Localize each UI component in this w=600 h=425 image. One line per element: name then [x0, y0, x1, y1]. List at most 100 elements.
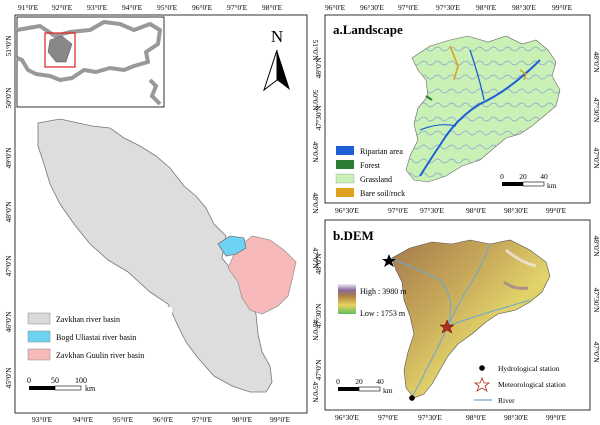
tick-label: 98°0'E [476, 3, 497, 12]
scale-tick: 40 [540, 172, 548, 181]
tick-label: 46°0'N [4, 311, 13, 333]
tick-label: 96°30'E [335, 413, 359, 422]
tick-label: 96°0'E [325, 3, 346, 12]
legend-swatch-grassland [335, 173, 355, 184]
tick-label: 99°0'E [546, 206, 567, 215]
scale-seg-light [54, 385, 82, 391]
tick-label: 51°0'N [4, 35, 13, 57]
meteo-station-star [382, 254, 396, 267]
legend-river-label: River [498, 396, 515, 405]
landscape-rivers-texture [406, 36, 560, 182]
panel-a-top-ticks: 96°0'E 96°30'E 97°0'E 97°30'E 98°0'E 98°… [325, 3, 573, 12]
tick-label: 47°30'N [314, 303, 323, 328]
tick-label: 99°0'E [552, 3, 573, 12]
tick-label: 48°0'N [311, 192, 320, 214]
elevation-ramp [338, 284, 356, 314]
riparian-branch [419, 124, 457, 131]
tick-label: 47°30'N [592, 288, 600, 313]
tick-label: 46°0'N [311, 319, 320, 341]
tick-label: 49°0'N [4, 147, 13, 169]
legend-swatch-bogd [27, 330, 51, 343]
panel-b-title: b.DEM [333, 228, 374, 243]
tick-label: 94°0'E [73, 415, 94, 424]
scale-unit: km [85, 384, 96, 393]
scale-tick: 0 [27, 376, 31, 385]
tick-label: 49°0'N [311, 141, 320, 163]
dem-elevation-legend: High : 3980 m Low : 1753 m [338, 284, 407, 318]
study-area-inset [47, 35, 73, 63]
scale-tick: 0 [336, 377, 340, 386]
left-scale-bar: 0 50 100 km [27, 376, 96, 393]
river-line [447, 243, 491, 327]
panel-a: 96°0'E 96°30'E 97°0'E 97°30'E 98°0'E 98°… [314, 3, 600, 215]
tick-label: 96°0'E [153, 415, 174, 424]
tick-label: 45°0'N [311, 381, 320, 403]
legend-meteo-star [473, 376, 491, 392]
tick-label: 95°0'E [157, 3, 178, 12]
tick-label: 50°0'N [4, 87, 13, 109]
hydro-station-dot [409, 395, 415, 401]
tick-label: 95°0'E [113, 415, 134, 424]
legend-hydro-label: Hydrological station [498, 364, 560, 373]
meteo-station-star [439, 319, 455, 334]
tick-label: 97°30'E [420, 206, 444, 215]
tick-label: 45°0'N [4, 367, 13, 389]
legend-label-zavkhan: Zavkhan river basin [56, 315, 120, 324]
legend-label-grassland: Grassland [360, 175, 392, 184]
legend-label-riparian: Riparian area [360, 147, 403, 156]
panel-a-right-ticks: 48°0'N 47°30'N 47°0'N [592, 51, 600, 169]
panel-a-scale: 0 20 40 km [500, 172, 557, 190]
scale-tick: 40 [376, 377, 384, 386]
tick-label: 98°30'E [512, 3, 536, 12]
north-arrow-left [263, 49, 278, 92]
scale-tick: 0 [500, 172, 504, 181]
tick-label: 96°30'E [360, 3, 384, 12]
scale-unit: km [383, 386, 393, 395]
study-area-box [44, 32, 76, 68]
legend-meteo-label: Meteorological station [498, 380, 566, 389]
tick-label: 48°0'N [592, 235, 600, 257]
country-border-east [148, 78, 162, 106]
legend-label-guulin: Zavkhan Guulin river basin [56, 351, 144, 360]
panel-a-bottom-ticks: 96°30'E 97°0'E 97°30'E 98°0'E 98°30'E 99… [335, 206, 567, 215]
tick-label: 47°0'N [4, 255, 13, 277]
scale-tick: 50 [51, 376, 59, 385]
inset-map [16, 16, 165, 108]
scale-tick: 20 [519, 172, 527, 181]
dem-peak [503, 280, 529, 290]
tick-label: 98°0'E [232, 415, 253, 424]
legend-swatch-forest [336, 160, 354, 169]
panel-b-scale: 0 20 40 km [336, 377, 393, 395]
dem-peak [505, 248, 537, 268]
legend-swatch-guulin [27, 348, 51, 361]
tick-label: 99°0'E [270, 415, 291, 424]
tick-label: 96°30'E [335, 206, 359, 215]
tick-label: 91°0'E [18, 3, 39, 12]
scale-unit: km [547, 181, 557, 190]
legend-label-bare: Bare soil/rock [360, 189, 405, 198]
tick-label: 98°0'E [466, 206, 487, 215]
tick-label: 48°0'N [314, 253, 323, 275]
tick-label: 97°0'E [398, 3, 419, 12]
riparian-branch [469, 49, 485, 101]
river-line [447, 299, 531, 327]
bare-soil-patch [449, 45, 459, 81]
tick-label: 47°30'N [592, 98, 600, 123]
panel-b-right-ticks: 48°0'N 47°30'N 47°0'N [592, 235, 600, 363]
tick-label: 97°0'E [388, 206, 409, 215]
north-arrow: N [263, 27, 290, 92]
tick-label: 98°0'E [466, 413, 487, 422]
scale-seg-dark [502, 182, 523, 186]
tick-label: 47°0'N [592, 147, 600, 169]
inset-frame [16, 16, 165, 108]
panel-a-left-ticks: 48°0'N 47°30'N [314, 57, 323, 130]
zavkhan-guulin-basin [227, 235, 297, 315]
bogd-uliastai-basin [217, 235, 247, 257]
scale-seg-dark [29, 386, 55, 390]
legend-label-forest: Forest [360, 161, 381, 170]
tick-label: 47°0'N [314, 359, 323, 381]
tick-label: 97°30'E [418, 413, 442, 422]
forest-patch [425, 95, 433, 101]
panel-b-left-ticks: 48°0'N 47°30'N 47°0'N [314, 253, 323, 381]
